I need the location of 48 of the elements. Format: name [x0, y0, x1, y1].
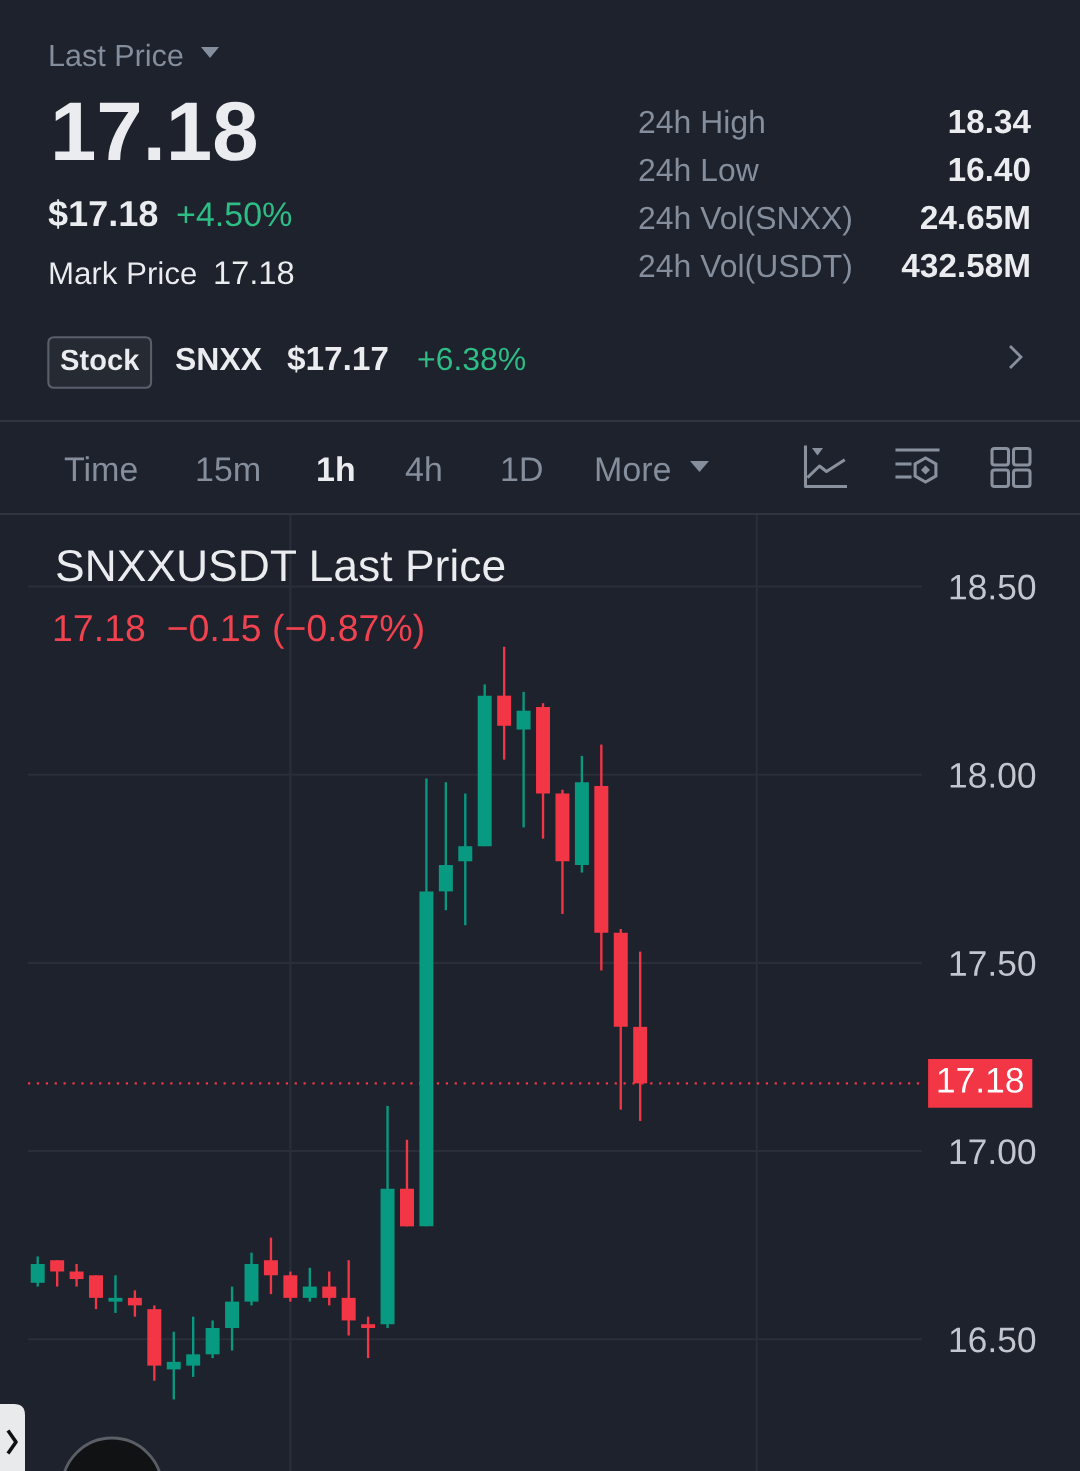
- text: +4.50%: [177, 202, 292, 227]
- text: $17.18: [48, 199, 158, 229]
- candlestick: [69, 1262, 84, 1288]
- candlestick: [361, 1315, 376, 1360]
- candlestick: [30, 1255, 45, 1288]
- text: SNXXUSDT Last Price: [57, 548, 505, 582]
- candlestick: [302, 1266, 317, 1303]
- candlestick: [516, 690, 531, 829]
- y-tick-label: 17.00: [950, 1139, 1036, 1165]
- text: 16.40: [949, 157, 1030, 182]
- candlestick: [127, 1289, 142, 1318]
- text: Last Price: [50, 43, 183, 67]
- candlestick: [166, 1330, 181, 1401]
- text: Stock: [60, 348, 140, 371]
- text: 18.34: [949, 109, 1031, 134]
- text: 432.58M: [901, 253, 1029, 278]
- candlestick: [50, 1259, 65, 1288]
- ref-line-label: 17.18: [938, 1067, 1023, 1093]
- text: More: [596, 457, 671, 482]
- text: 24h Vol(USDT): [639, 253, 851, 284]
- text: 24h Low: [639, 157, 759, 182]
- text: 4h: [405, 456, 441, 481]
- y-tick-label: 18.00: [950, 762, 1036, 788]
- text: 17.18 −0.15 (−0.87%): [54, 613, 423, 649]
- candlestick: [89, 1274, 104, 1311]
- text: 17.18: [215, 261, 294, 285]
- y-tick-label: 18.50: [950, 574, 1036, 600]
- text: 24h High: [639, 109, 764, 140]
- candlestick: [341, 1259, 356, 1337]
- y-tick-label: 17.50: [950, 950, 1036, 977]
- candlestick: [283, 1270, 298, 1303]
- text: 24.65M: [920, 205, 1029, 230]
- text: 1h: [318, 456, 354, 481]
- text: 15m: [197, 457, 259, 482]
- text: $17.17: [287, 345, 388, 373]
- candlestick: [186, 1315, 201, 1379]
- candlestick: [458, 792, 473, 927]
- candlestick: [263, 1236, 278, 1296]
- candlestick: [108, 1274, 123, 1315]
- text: +6.38%: [418, 347, 526, 371]
- text: 24h Vol(SNXX): [639, 205, 851, 236]
- text: SNXX: [175, 347, 262, 371]
- candlestick: [322, 1270, 337, 1307]
- text: Mark Price: [50, 261, 196, 285]
- y-tick-label: 16.50: [950, 1327, 1036, 1353]
- text: 17.18: [55, 101, 256, 161]
- text: Time: [64, 456, 137, 482]
- text: 1D: [502, 457, 542, 481]
